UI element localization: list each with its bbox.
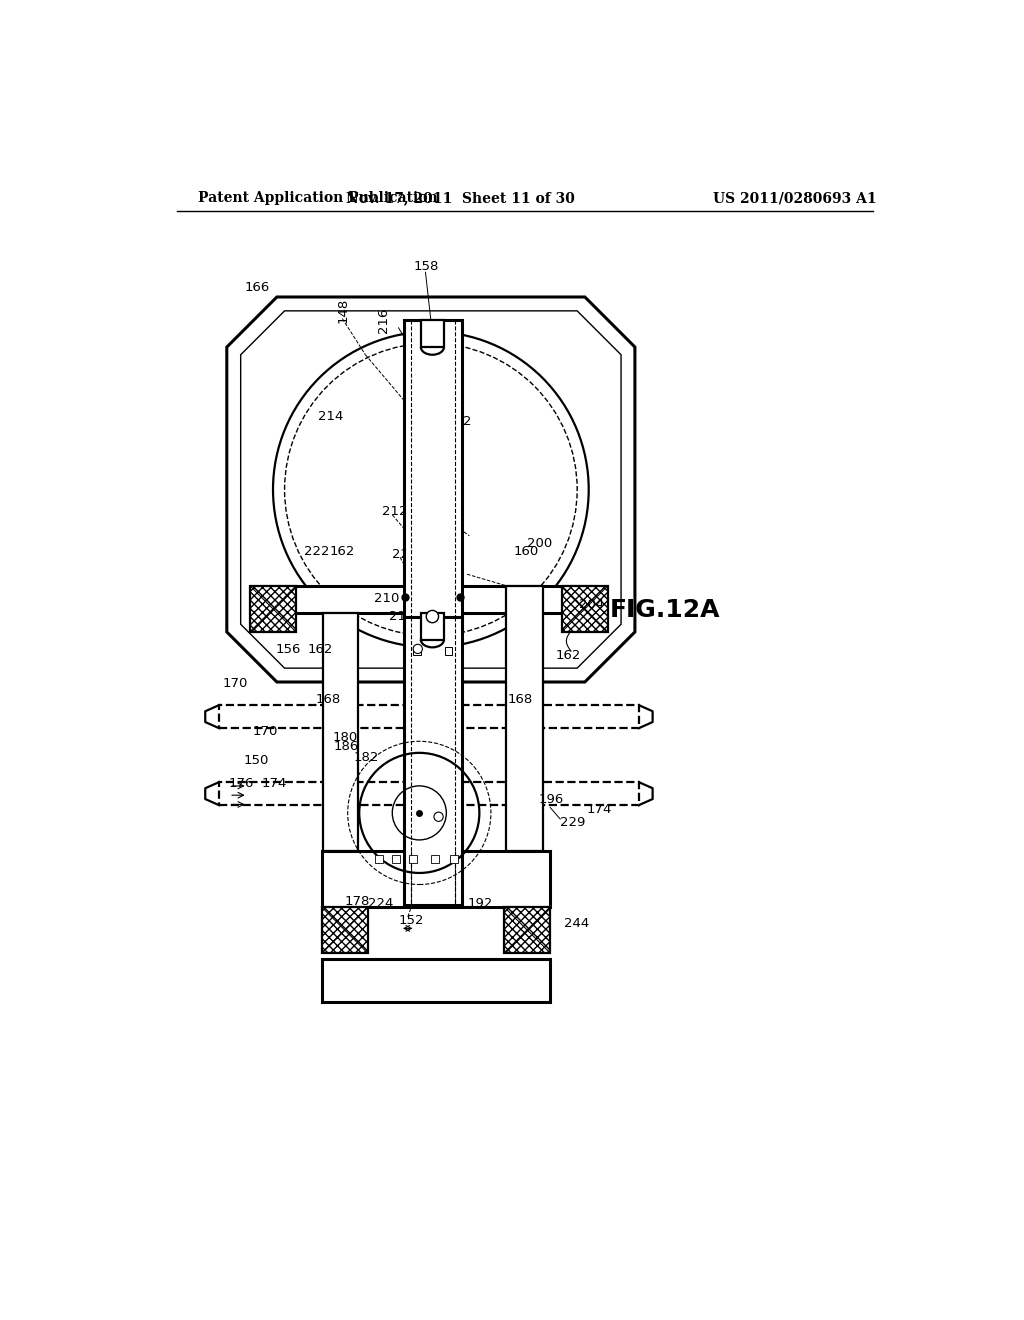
- Bar: [431, 855, 438, 863]
- Text: 168: 168: [508, 693, 534, 706]
- Text: 176: 176: [228, 777, 254, 791]
- Text: 216: 216: [377, 308, 390, 333]
- Circle shape: [434, 812, 443, 821]
- Text: 148: 148: [336, 298, 349, 323]
- Bar: [219, 781, 639, 805]
- Text: 198: 198: [422, 764, 446, 777]
- Text: 202: 202: [433, 727, 459, 741]
- Bar: [322, 907, 368, 953]
- Text: 152: 152: [446, 416, 472, 428]
- Text: 162: 162: [307, 643, 333, 656]
- Text: Nov. 17, 2011  Sheet 11 of 30: Nov. 17, 2011 Sheet 11 of 30: [346, 191, 574, 206]
- Text: 192: 192: [468, 898, 494, 911]
- Text: 162: 162: [556, 648, 581, 661]
- Text: 180: 180: [333, 731, 357, 744]
- Text: 158: 158: [413, 260, 438, 273]
- Bar: [444, 647, 453, 655]
- Bar: [250, 586, 296, 632]
- Text: 222: 222: [304, 545, 330, 557]
- Bar: [421, 612, 444, 640]
- Text: 200: 200: [527, 537, 552, 550]
- Text: 204: 204: [579, 598, 604, 611]
- Bar: [392, 855, 400, 863]
- Text: 170: 170: [252, 725, 278, 738]
- Bar: [403, 321, 462, 616]
- Text: 229: 229: [560, 816, 586, 829]
- Bar: [219, 705, 639, 729]
- Text: 186: 186: [334, 741, 359, 754]
- Text: 174: 174: [261, 777, 287, 791]
- Text: 162: 162: [330, 545, 354, 557]
- Text: 178: 178: [345, 895, 370, 908]
- Bar: [421, 321, 444, 347]
- Bar: [322, 851, 550, 907]
- Text: Patent Application Publication: Patent Application Publication: [199, 191, 438, 206]
- Text: 244: 244: [564, 916, 590, 929]
- Bar: [451, 855, 458, 863]
- Text: 162: 162: [431, 504, 457, 517]
- Bar: [265, 586, 596, 612]
- Text: FIG.12A: FIG.12A: [609, 598, 720, 623]
- Bar: [323, 612, 357, 851]
- Text: 188: 188: [410, 618, 434, 631]
- Text: 174: 174: [587, 803, 611, 816]
- Text: 212: 212: [382, 504, 408, 517]
- Bar: [562, 586, 608, 632]
- Text: US 2011/0280693 A1: US 2011/0280693 A1: [713, 191, 877, 206]
- Text: 170: 170: [223, 677, 249, 690]
- Bar: [506, 586, 543, 851]
- Text: 160: 160: [513, 545, 539, 557]
- Text: 184: 184: [408, 751, 433, 764]
- Text: 224: 224: [368, 898, 393, 911]
- Text: 220: 220: [392, 548, 418, 561]
- Text: 152: 152: [398, 915, 424, 927]
- Bar: [504, 907, 550, 953]
- Text: 150: 150: [244, 754, 269, 767]
- Circle shape: [413, 644, 422, 653]
- Text: 214: 214: [317, 409, 343, 422]
- Text: 218: 218: [389, 610, 415, 623]
- Circle shape: [426, 610, 438, 623]
- Text: 182: 182: [354, 751, 379, 764]
- Text: 196: 196: [539, 792, 564, 805]
- Text: 156: 156: [275, 643, 301, 656]
- Bar: [403, 616, 462, 906]
- Text: 172: 172: [431, 898, 457, 911]
- Bar: [376, 855, 383, 863]
- Text: 210: 210: [374, 593, 399, 606]
- Text: 166: 166: [245, 281, 269, 294]
- Bar: [413, 647, 421, 655]
- Text: 194: 194: [427, 598, 453, 611]
- Bar: [410, 855, 417, 863]
- Bar: [322, 960, 550, 1002]
- Text: 168: 168: [315, 693, 341, 706]
